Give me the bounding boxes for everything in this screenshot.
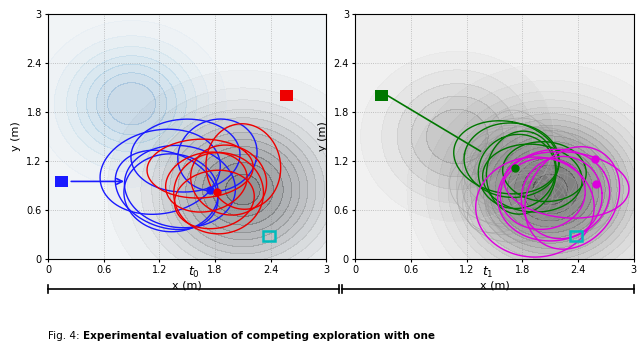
Bar: [56, 176, 68, 187]
Bar: [570, 231, 582, 241]
Bar: [280, 90, 293, 102]
Y-axis label: y (m): y (m): [318, 122, 328, 151]
X-axis label: x (m): x (m): [172, 281, 202, 291]
Text: $t_0$: $t_0$: [188, 265, 200, 280]
Text: Experimental evaluation of competing exploration with one: Experimental evaluation of competing exp…: [83, 331, 435, 341]
Bar: [374, 90, 388, 102]
X-axis label: x (m): x (m): [479, 281, 509, 291]
Y-axis label: y (m): y (m): [11, 122, 21, 151]
Bar: [263, 231, 275, 241]
Text: Fig. 4:: Fig. 4:: [48, 331, 86, 341]
Text: $t_1$: $t_1$: [482, 265, 494, 280]
